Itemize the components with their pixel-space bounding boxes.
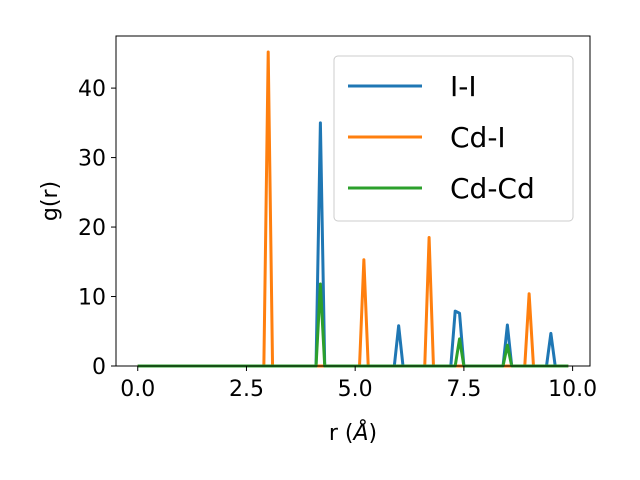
x-tick-label: 2.5 (229, 377, 264, 402)
legend-label-1: Cd-I (450, 121, 506, 154)
y-axis-label: g(r) (38, 181, 63, 221)
x-axis-label-main: r ( (329, 421, 354, 446)
y-tick-label: 0 (92, 355, 106, 380)
x-axis-label-unit: Å (351, 419, 368, 446)
legend-frame (333, 55, 574, 222)
x-tick-label: 7.5 (446, 377, 481, 402)
x-tick-label: 5.0 (338, 377, 373, 402)
legend-label-0: I-I (450, 70, 477, 103)
y-tick-label: 40 (78, 77, 106, 102)
x-axis-label-close: ) (369, 421, 378, 446)
series-line-2 (137, 282, 569, 368)
legend: I-I Cd-I Cd-Cd (333, 55, 574, 222)
x-tick-label: 0.0 (120, 377, 155, 402)
y-tick-label: 20 (78, 216, 106, 241)
x-tick-label: 10.0 (548, 377, 597, 402)
legend-label-2: Cd-Cd (450, 172, 535, 205)
plot-frame (115, 35, 591, 367)
y-axis: 0 10 20 30 40 (78, 77, 116, 380)
y-tick-label: 10 (78, 286, 106, 311)
x-axis-label: r (Å) (329, 419, 377, 446)
x-axis: 0.0 2.5 5.0 7.5 10.0 (120, 366, 597, 402)
y-tick-label: 30 (78, 147, 106, 172)
